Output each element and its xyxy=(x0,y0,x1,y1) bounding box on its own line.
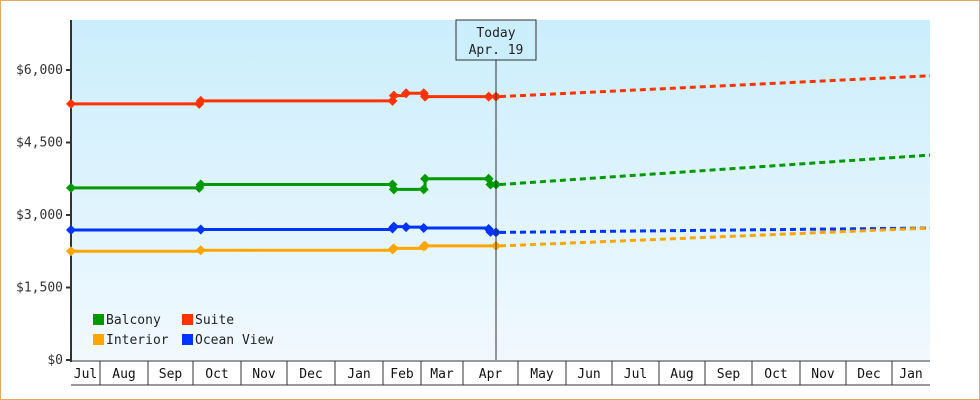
y-tick-label: $1,500 xyxy=(16,281,63,296)
x-month-label: Jan xyxy=(347,367,370,382)
y-axis: $0 $1,500 $3,000 $4,500 $6,000 xyxy=(16,20,72,368)
legend-swatch xyxy=(182,334,193,345)
series-layer xyxy=(66,74,931,257)
data-point[interactable] xyxy=(66,246,76,257)
x-month-label: Oct xyxy=(205,367,228,382)
legend-item-ocean-view[interactable]: Ocean View xyxy=(182,333,273,348)
x-month-label: Feb xyxy=(390,367,414,382)
data-point[interactable] xyxy=(485,226,496,237)
data-point[interactable] xyxy=(420,240,431,251)
today-marker: Today Apr. 19 xyxy=(455,19,537,360)
data-point[interactable] xyxy=(195,245,206,256)
data-point[interactable] xyxy=(388,184,399,195)
x-axis: Jul Aug Sep Oct Nov Dec Jan Feb Mar Apr May Jun Jul A… xyxy=(71,360,930,386)
legend-label: Ocean View xyxy=(195,333,273,348)
data-point[interactable] xyxy=(195,95,206,106)
x-month-label: Mar xyxy=(430,367,454,382)
data-point[interactable] xyxy=(420,173,431,184)
y-tick-label: $0 xyxy=(47,353,63,368)
legend-label: Suite xyxy=(195,313,234,328)
forecast-line xyxy=(499,226,931,248)
data-point[interactable] xyxy=(420,91,431,102)
data-point[interactable] xyxy=(401,222,412,233)
x-month-label: Nov xyxy=(252,367,276,382)
legend-swatch xyxy=(182,314,193,325)
data-point[interactable] xyxy=(195,179,206,190)
data-point[interactable] xyxy=(388,243,399,254)
x-month-label: Aug xyxy=(670,367,693,382)
x-month-label: Jul xyxy=(74,367,97,382)
legend-item-suite[interactable]: Suite xyxy=(182,313,234,328)
legend-label: Interior xyxy=(106,333,169,348)
y-tick-label: $3,000 xyxy=(16,208,63,223)
today-label: Today xyxy=(476,26,515,41)
series-suite xyxy=(66,74,931,109)
data-point[interactable] xyxy=(401,88,412,99)
legend-swatch xyxy=(93,334,104,345)
forecast-line xyxy=(499,226,931,234)
today-box xyxy=(455,19,537,61)
series-interior xyxy=(66,226,931,257)
x-month-label: Jan xyxy=(899,367,922,382)
x-month-label: Sep xyxy=(159,367,183,382)
data-point[interactable] xyxy=(483,91,494,102)
legend-item-interior[interactable]: Interior xyxy=(93,333,169,348)
forecast-line xyxy=(499,74,931,99)
data-point[interactable] xyxy=(388,90,399,101)
data-point[interactable] xyxy=(485,179,496,190)
legend-swatch xyxy=(93,314,104,325)
data-point[interactable] xyxy=(195,224,206,235)
data-point[interactable] xyxy=(418,184,429,195)
data-point[interactable] xyxy=(66,224,76,235)
x-month-label: Apr xyxy=(479,367,503,382)
y-tick-label: $4,500 xyxy=(16,136,63,151)
data-point[interactable] xyxy=(418,223,429,234)
series-balcony xyxy=(66,153,931,195)
data-point[interactable] xyxy=(66,98,76,109)
x-month-label: Dec xyxy=(299,367,322,382)
data-point[interactable] xyxy=(388,221,399,232)
plot-area xyxy=(71,20,930,360)
x-month-label: Dec xyxy=(857,367,880,382)
y-tick-label: $6,000 xyxy=(16,63,63,78)
series-ocean-view xyxy=(66,221,931,238)
today-date: Apr. 19 xyxy=(469,43,524,58)
x-month-label: May xyxy=(530,367,554,382)
x-month-label: Oct xyxy=(764,367,787,382)
x-month-label: Aug xyxy=(112,367,135,382)
x-month-label: Nov xyxy=(811,367,835,382)
legend: Balcony Suite Interior Ocean View xyxy=(93,313,273,348)
x-month-label: Sep xyxy=(717,367,741,382)
x-month-label: Jul xyxy=(624,367,647,382)
data-point[interactable] xyxy=(66,182,76,193)
legend-item-balcony[interactable]: Balcony xyxy=(93,313,161,328)
forecast-line xyxy=(499,153,931,187)
legend-label: Balcony xyxy=(106,313,161,328)
x-month-label: Jun xyxy=(577,367,600,382)
